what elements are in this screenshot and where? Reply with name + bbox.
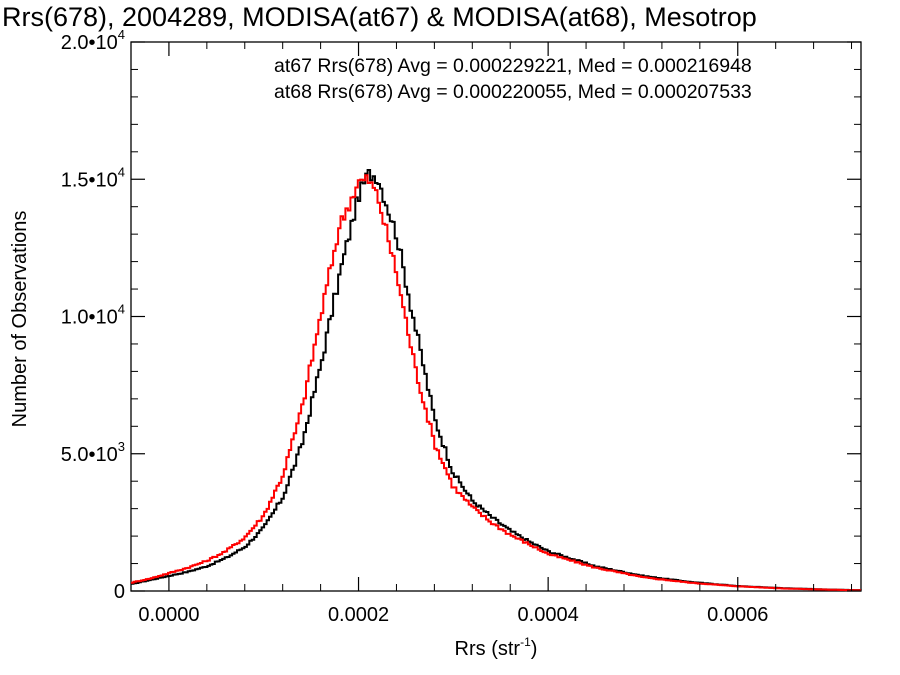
- x-tick-label: 0.0002: [328, 604, 389, 626]
- plot-area: [130, 41, 862, 592]
- legend-annotation-at68: at68 Rrs(678) Avg = 0.000220055, Med = 0…: [274, 81, 752, 103]
- legend-annotation-at67: at67 Rrs(678) Avg = 0.000229221, Med = 0…: [274, 55, 752, 77]
- axes-layer: 0.0000 0.0002 0.0004 0.0006 0 5.0•103 1.0•104 1…: [61, 27, 861, 626]
- x-axis-label: Rrs (str-1): [455, 635, 538, 660]
- chart-title: Rrs(678), 2004289, MODISA(at67) & MODISA…: [2, 2, 757, 32]
- series-line-at68: [131, 174, 861, 592]
- y-tick-label: 0: [114, 581, 125, 603]
- y-tick-label: 2.0•104: [61, 27, 125, 54]
- y-tick-label: 1.0•104: [61, 302, 125, 329]
- y-tick-label: 5.0•103: [61, 439, 125, 466]
- plot-frame: [130, 41, 862, 592]
- x-tick-label: 0.0004: [518, 604, 579, 626]
- x-tick-label: 0.0006: [707, 604, 768, 626]
- x-tick-label: 0.0000: [138, 604, 199, 626]
- y-tick-label: 1.5•104: [61, 164, 125, 191]
- x-axis-label-text: Rrs (str: [455, 638, 521, 660]
- series-layer: [131, 169, 862, 592]
- series-line-at67: [131, 169, 862, 592]
- x-axis-label-superscript: -1: [520, 635, 531, 649]
- y-axis-label: Number of Observations: [9, 211, 31, 428]
- x-axis-label-close: ): [531, 638, 538, 660]
